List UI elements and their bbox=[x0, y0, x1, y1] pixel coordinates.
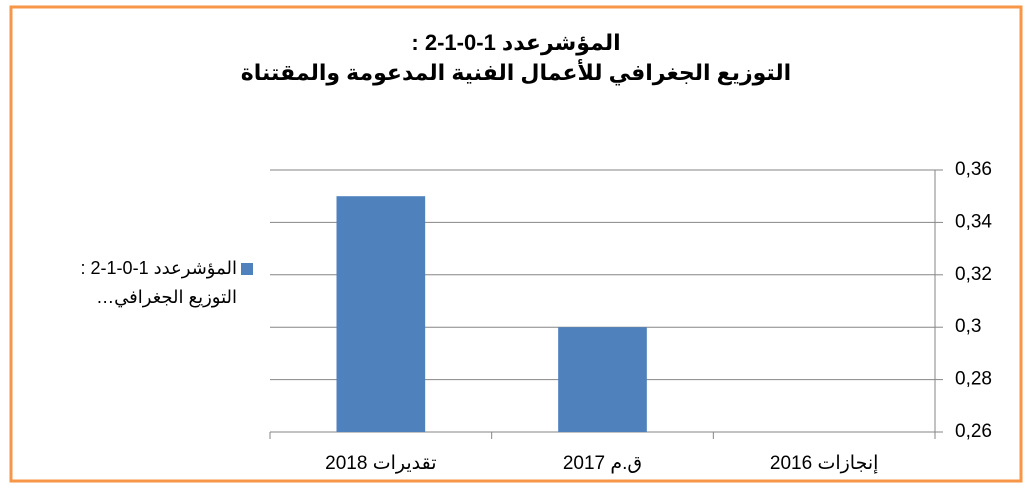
chart-title: المؤشرعدد 1-0-1-2 : التوزيع الجغرافي للأ… bbox=[240, 30, 792, 85]
bar bbox=[558, 327, 647, 432]
x-tick-label: تقديرات 2018 bbox=[325, 453, 436, 474]
y-tick-label: 0,34 bbox=[955, 211, 992, 232]
bar bbox=[336, 196, 426, 432]
frame bbox=[9, 5, 1023, 483]
x-tick-label: ق.م 2017 bbox=[563, 453, 642, 474]
x-tick-label: إنجازات 2016 bbox=[770, 453, 879, 475]
y-tick-label: 0,3 bbox=[955, 316, 981, 337]
y-tick-label: 0,26 bbox=[955, 421, 992, 442]
legend-label: المؤشرعدد 1-0-1-2 : التوزيع الجغرافي… bbox=[80, 258, 238, 307]
legend-swatch bbox=[241, 263, 253, 275]
y-tick-label: 0,32 bbox=[955, 264, 992, 285]
y-tick-label: 0,36 bbox=[955, 159, 992, 180]
y-tick-label: 0,28 bbox=[955, 369, 992, 390]
